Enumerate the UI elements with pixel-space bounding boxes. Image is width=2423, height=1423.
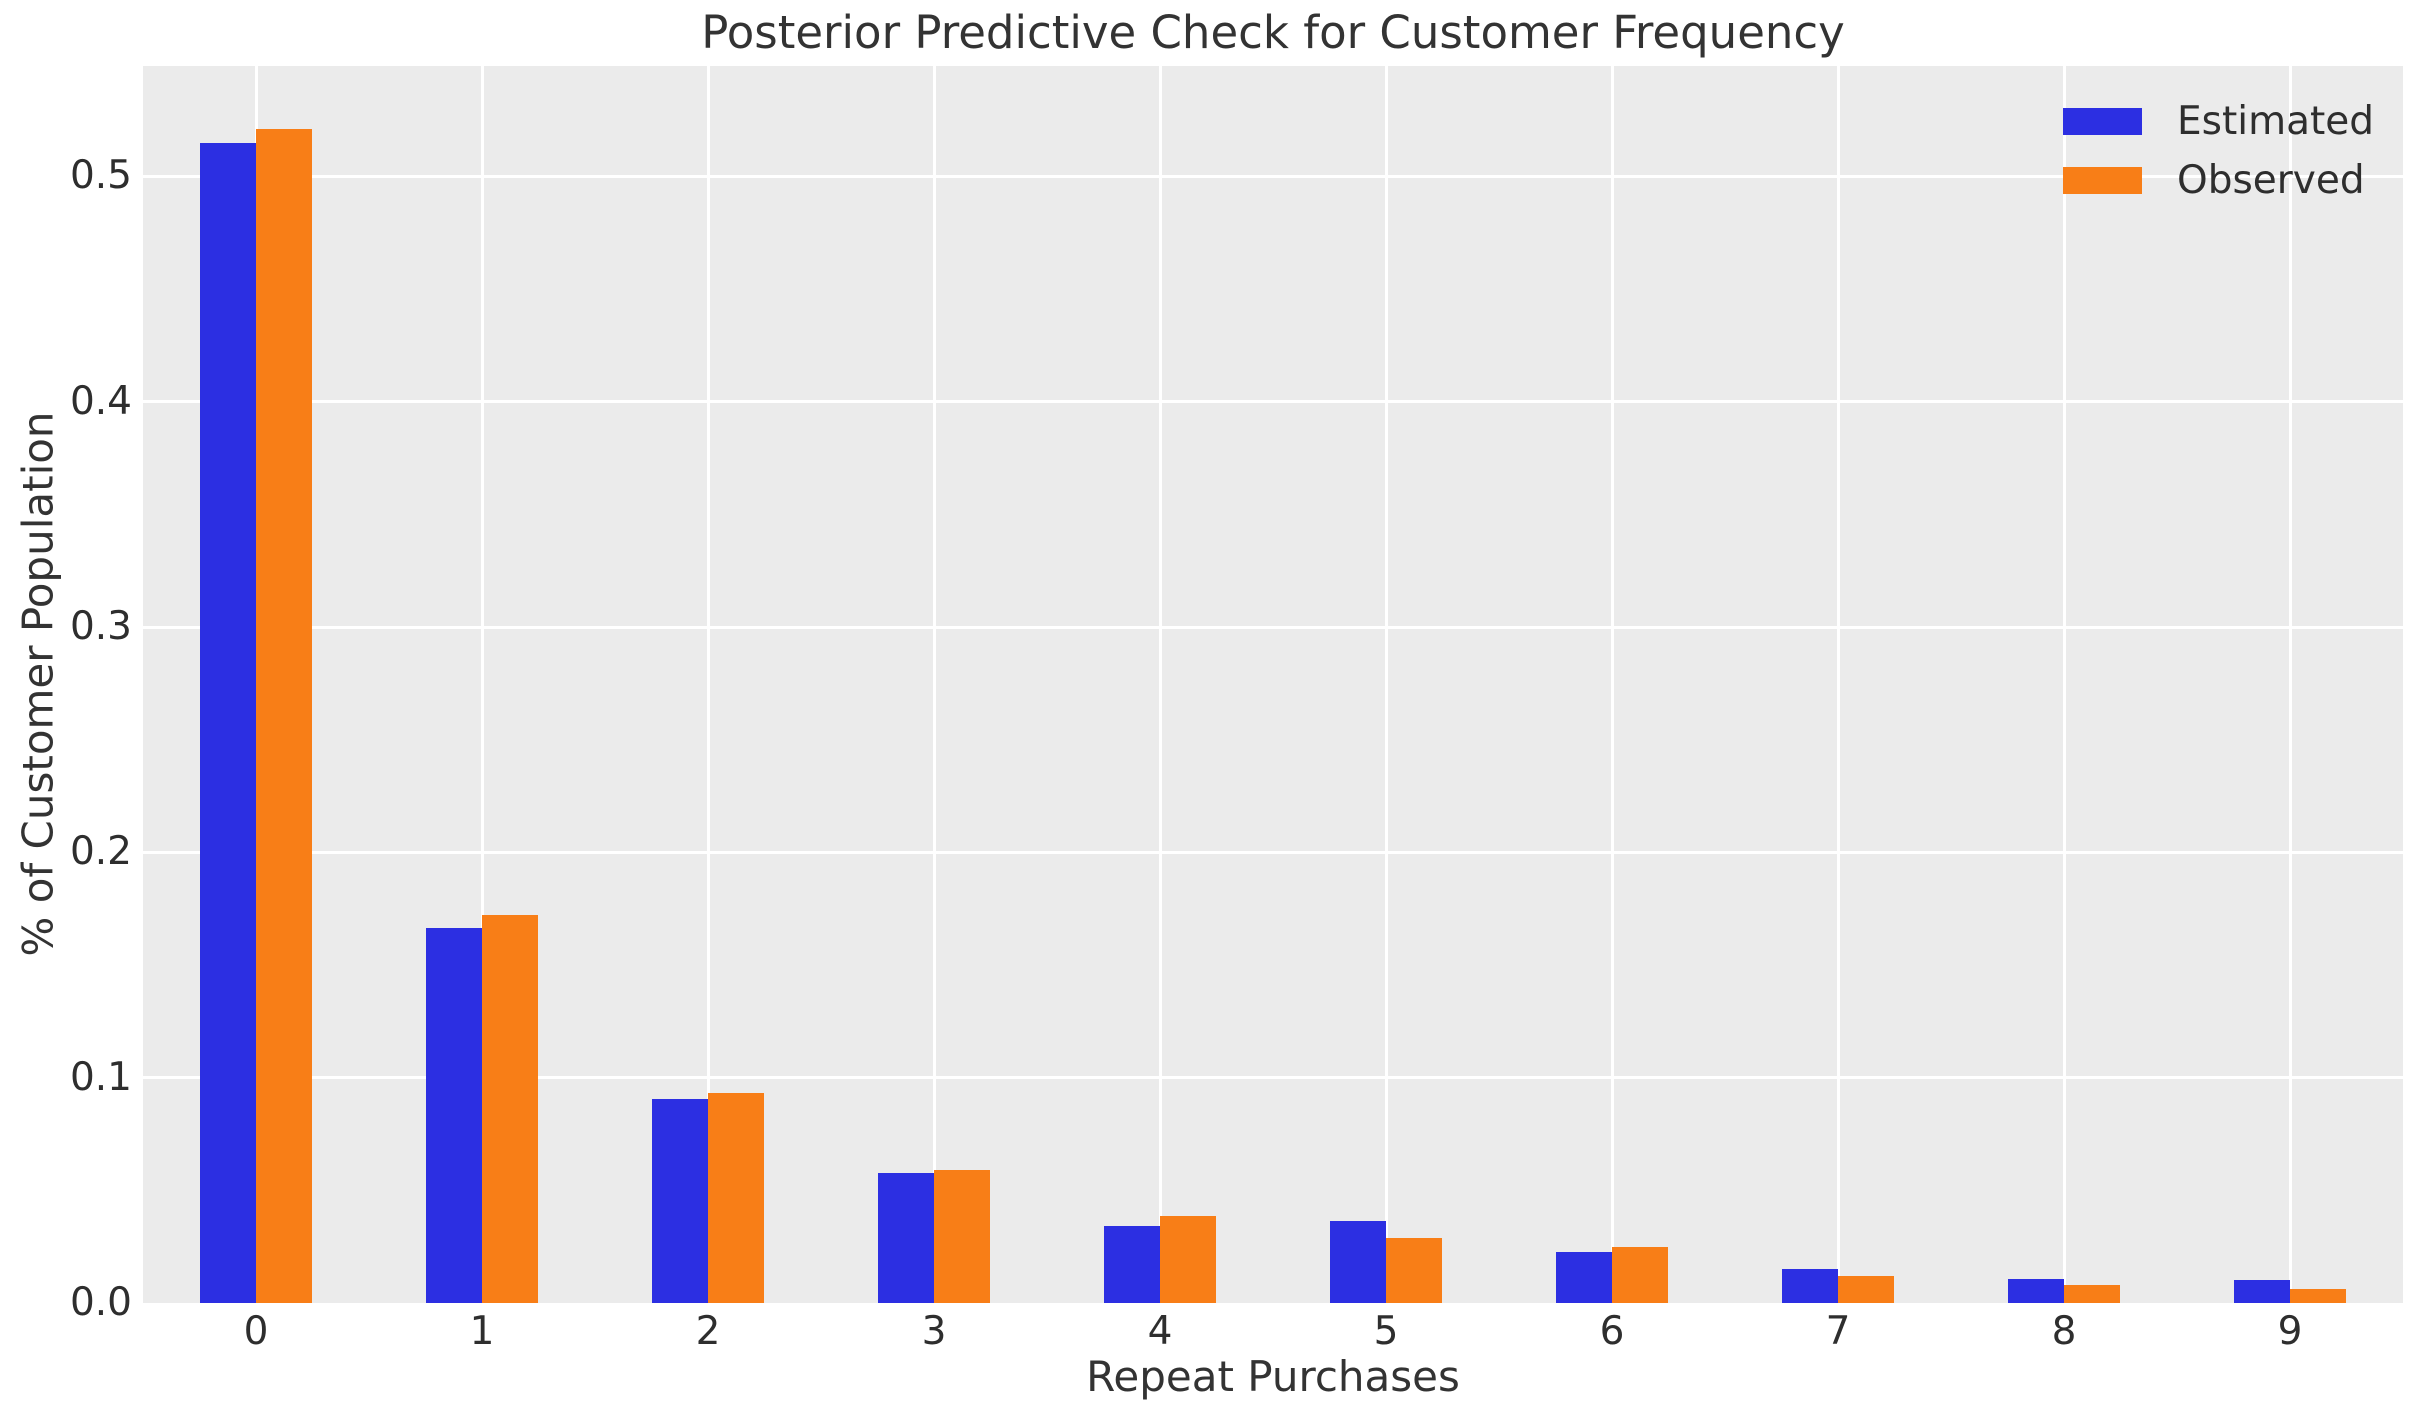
y-tick-label: 0.4 (69, 378, 132, 424)
y-tick-label: 0.1 (69, 1054, 132, 1100)
x-tick-label: 1 (469, 1309, 495, 1354)
x-tick-label: 2 (695, 1309, 721, 1354)
x-tick-label: 5 (1373, 1309, 1399, 1354)
chart-title: Posterior Predictive Check for Customer … (701, 6, 1845, 59)
gridline-horizontal (143, 1076, 2403, 1080)
gridline-vertical (1384, 66, 1388, 1303)
bar-observed-8 (2064, 1285, 2120, 1303)
bar-observed-2 (708, 1093, 764, 1303)
x-tick-label: 9 (2277, 1309, 2303, 1354)
bar-observed-3 (934, 1170, 990, 1303)
bar-estimated-4 (1104, 1226, 1160, 1303)
x-tick-label: 4 (1147, 1309, 1173, 1354)
y-tick-label: 0.3 (69, 604, 132, 650)
bar-estimated-1 (426, 928, 482, 1303)
gridline-horizontal (143, 625, 2403, 629)
bar-observed-5 (1386, 1238, 1442, 1303)
bar-observed-0 (256, 129, 312, 1303)
estimated-color-swatch (2063, 107, 2142, 135)
bar-estimated-6 (1556, 1252, 1612, 1303)
y-tick-label: 0.2 (69, 829, 132, 875)
legend: Estimated Observed (2063, 95, 2374, 213)
legend-item-estimated: Estimated (2063, 95, 2374, 147)
bar-estimated-5 (1330, 1221, 1386, 1303)
bar-estimated-8 (2008, 1279, 2064, 1303)
gridline-vertical (1836, 66, 1840, 1303)
bar-observed-4 (1160, 1216, 1216, 1303)
plot-area (143, 66, 2403, 1303)
gridline-vertical (932, 66, 936, 1303)
gridline-horizontal (143, 174, 2403, 178)
legend-item-observed: Observed (2063, 154, 2374, 206)
gridline-vertical (1158, 66, 1162, 1303)
bar-estimated-3 (878, 1173, 934, 1303)
y-tick-label: 0.5 (69, 153, 132, 199)
bar-observed-7 (1838, 1276, 1894, 1303)
x-tick-label: 8 (2051, 1309, 2077, 1354)
gridline-vertical (706, 66, 710, 1303)
gridline-horizontal (143, 850, 2403, 854)
legend-label-observed: Observed (2177, 157, 2365, 203)
gridline-vertical (1610, 66, 1614, 1303)
observed-color-swatch (2063, 166, 2142, 194)
x-axis-label: Repeat Purchases (1086, 1352, 1460, 1401)
bar-observed-6 (1612, 1247, 1668, 1303)
x-tick-label: 0 (243, 1309, 269, 1354)
x-tick-label: 6 (1599, 1309, 1625, 1354)
bar-observed-9 (2290, 1289, 2346, 1303)
x-tick-label: 7 (1825, 1309, 1851, 1354)
gridline-horizontal (143, 400, 2403, 404)
y-axis-label: % of Customer Population (13, 411, 63, 957)
gridline-vertical (2062, 66, 2066, 1303)
bar-observed-1 (482, 915, 538, 1303)
gridline-vertical (480, 66, 484, 1303)
bar-estimated-7 (1782, 1269, 1838, 1303)
bar-estimated-0 (200, 143, 256, 1303)
bar-estimated-2 (652, 1099, 708, 1303)
bar-estimated-9 (2234, 1280, 2290, 1303)
y-tick-label: 0.0 (69, 1280, 132, 1325)
x-tick-label: 3 (921, 1309, 947, 1354)
legend-label-estimated: Estimated (2177, 98, 2375, 144)
gridline-vertical (2288, 66, 2292, 1303)
